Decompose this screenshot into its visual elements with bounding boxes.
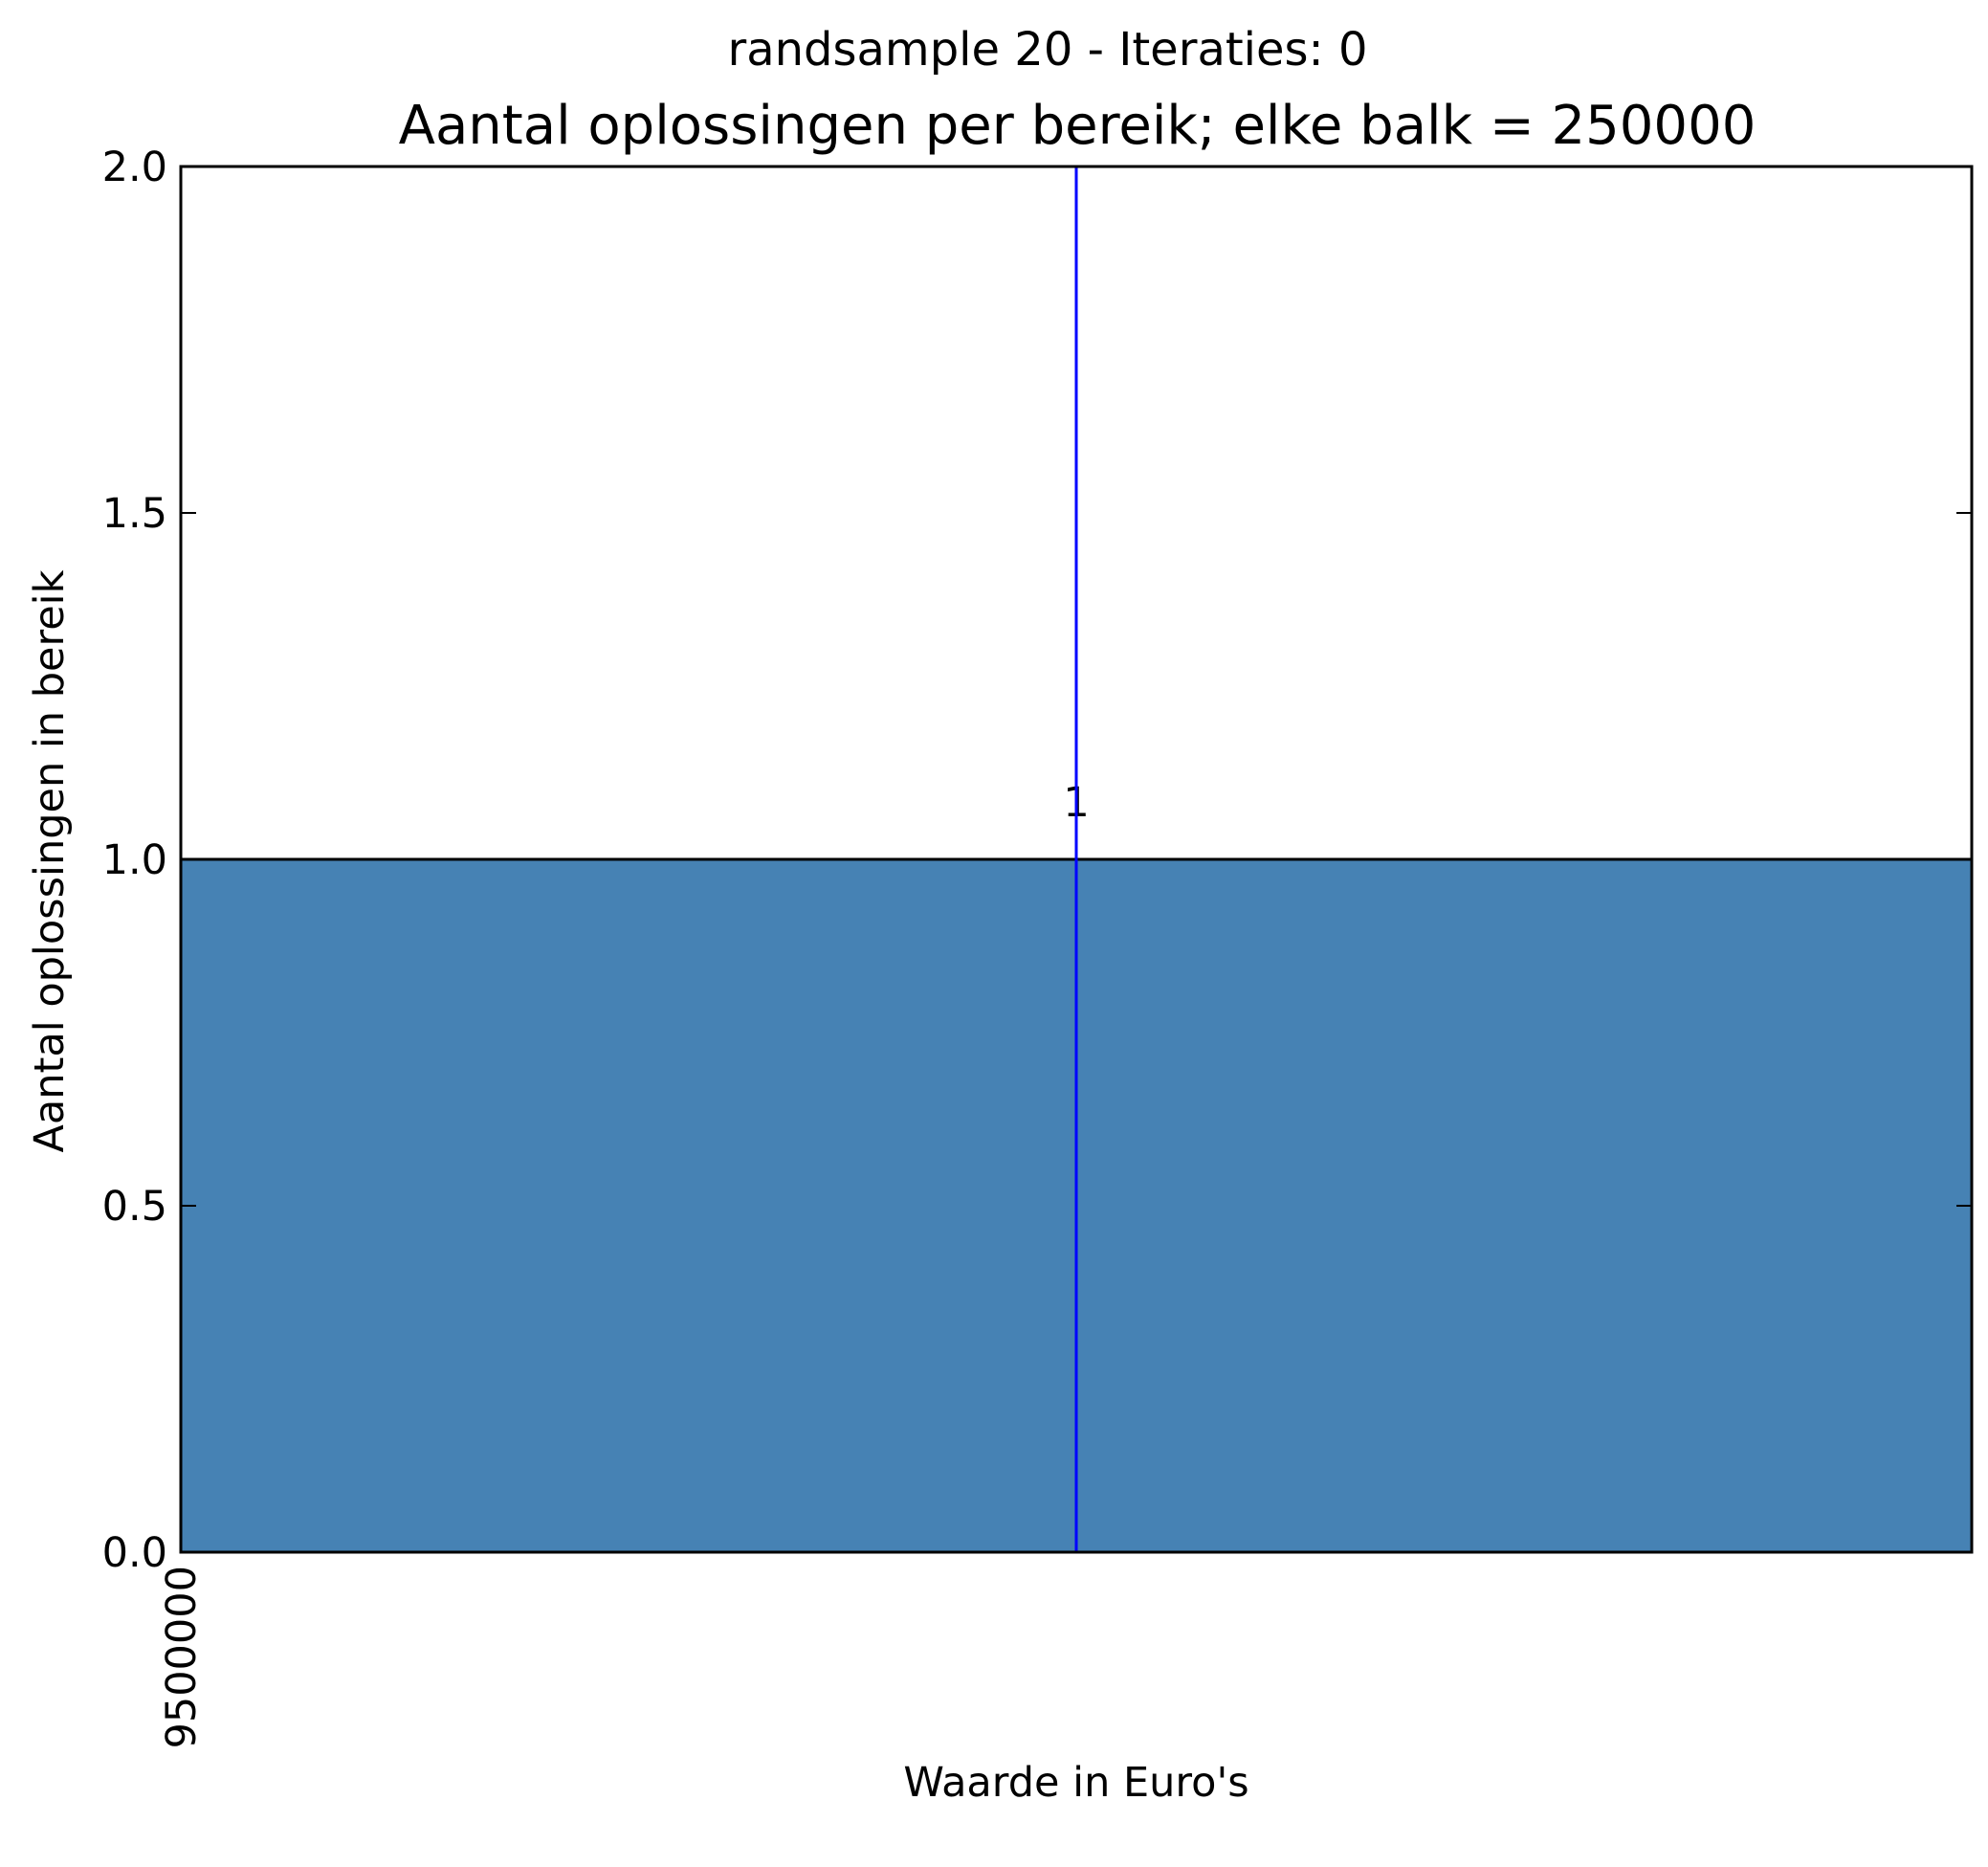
y-tick-label: 1.0 <box>102 836 167 884</box>
x-axis-label: Waarde in Euro's <box>903 1759 1248 1807</box>
chart-suptitle: randsample 20 - Iteraties: 0 <box>727 23 1367 77</box>
x-tick-label: 9500000 <box>158 1566 206 1749</box>
y-tick-label: 0.5 <box>102 1183 167 1231</box>
y-tick-label: 2.0 <box>102 144 167 191</box>
y-axis-label: Aantal oplossingen in bereik <box>26 569 74 1152</box>
y-tick-label: 0.0 <box>102 1529 167 1577</box>
chart-title: Aantal oplossingen per bereik; elke balk… <box>399 95 1756 157</box>
y-tick-label: 1.5 <box>102 490 167 538</box>
